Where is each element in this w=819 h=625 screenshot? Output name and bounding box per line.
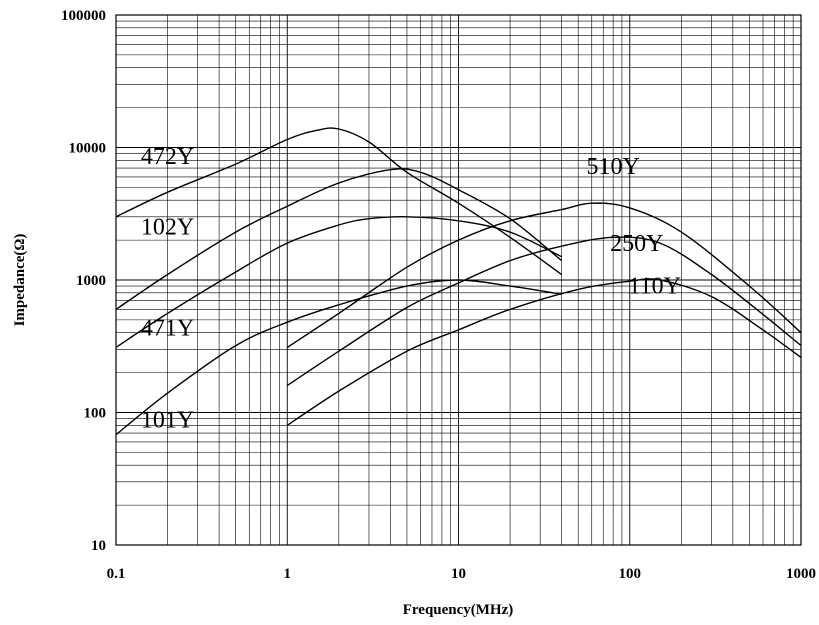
- plot-frame: [115, 14, 802, 546]
- x-axis-label: Frequency(MHz): [403, 602, 514, 618]
- y-tick-label: 10: [91, 538, 106, 554]
- y-tick-label: 10000: [69, 141, 107, 157]
- y-tick-label: 100000: [61, 8, 106, 24]
- series-label-250Y: 250Y: [610, 231, 663, 257]
- series-curve-472Y: [115, 127, 563, 276]
- x-tick-label: 1000: [786, 566, 816, 582]
- series-curve-250Y: [286, 236, 802, 387]
- series-label-101Y: 101Y: [141, 408, 194, 434]
- series-curve-510Y: [286, 202, 802, 348]
- series-label-510Y: 510Y: [586, 154, 639, 180]
- x-tick-label: 10: [451, 566, 466, 582]
- y-tick-label: 1000: [76, 273, 106, 289]
- series-label-471Y: 471Y: [141, 316, 194, 342]
- curve-labels: 472Y 102Y 471Y 101Y 510Y 250Y 110Y: [141, 144, 681, 433]
- series-curve-101Y: [115, 279, 562, 436]
- series-label-102Y: 102Y: [141, 215, 194, 241]
- y-tick-label: 100: [84, 406, 107, 422]
- series-curve-102Y: [115, 168, 563, 310]
- series-curve-471Y: [115, 216, 562, 348]
- series-label-472Y: 472Y: [141, 144, 194, 170]
- y-axis-label: Impedance(Ω): [12, 234, 28, 327]
- curves: [115, 127, 802, 436]
- x-tick-label: 100: [619, 566, 642, 582]
- y-tick-labels: 10 100 1000 10000 100000: [61, 8, 106, 554]
- x-tick-label: 1: [284, 566, 292, 582]
- series-label-110Y: 110Y: [629, 274, 681, 300]
- series-curve-110Y: [286, 278, 802, 426]
- grid: [115, 15, 801, 546]
- x-tick-labels: 0.1 1 10 100 1000: [107, 566, 816, 582]
- x-tick-label: 0.1: [107, 566, 126, 582]
